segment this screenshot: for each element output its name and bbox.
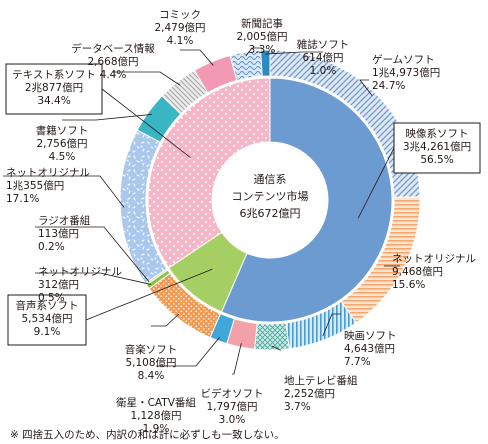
footnote: ※ 四捨五入のため、内訳の和は計に必ずしも一致しない。 xyxy=(10,428,285,441)
outer-label-3: 映画ソフト 4,643億円 7.7% xyxy=(344,330,397,368)
outer-label-8: ネットオリジナル 312億円 0.5% xyxy=(38,266,122,304)
outer-label-14: 新聞記事 2,005億円 3.3% xyxy=(236,17,287,56)
center-line-3: 6兆672億円 xyxy=(240,207,301,220)
outer-label-7: 音楽ソフト 5,108億円 8.4% xyxy=(125,343,178,382)
inner-leader-2 xyxy=(85,268,213,321)
outer-label-13: コミック 2,479億円 4.1% xyxy=(154,9,205,47)
outer-label-10: ネットオリジナル 1兆355億円 17.1% xyxy=(6,167,90,205)
outer-leader-10 xyxy=(3,175,125,208)
outer-leader-1 xyxy=(359,79,373,96)
outer-label-15: 雑誌ソフト 614億円 1.0% xyxy=(297,38,350,77)
center-line-1: 通信系 xyxy=(254,173,287,186)
outer-leader-14 xyxy=(245,47,262,57)
inner-label-2: 音声系ソフト 5,534億円 9.1% xyxy=(16,299,79,338)
outer-leader-6 xyxy=(156,336,221,367)
inner-leader-1 xyxy=(357,147,395,219)
outer-leader-5 xyxy=(232,343,242,375)
outer-leader-7 xyxy=(151,313,180,327)
inner-label-box-1 xyxy=(393,122,481,174)
outer-leader-9 xyxy=(35,226,150,283)
outer-label-12: データベース情報 2,668億円 4.4% xyxy=(71,42,155,81)
outer-label-2: ネットオリジナル 9,468億円 15.6% xyxy=(392,253,476,291)
outer-leader-3 xyxy=(322,313,341,337)
outer-slice-15 xyxy=(260,49,271,77)
outer-label-6: 衛星・CATV番組 1,128億円 1.9% xyxy=(116,396,196,435)
outer-label-4: 地上テレビ番組 2,252億円 3.7% xyxy=(284,374,358,413)
outer-leader-8 xyxy=(35,272,151,285)
outer-leader-13 xyxy=(180,49,214,66)
inner-slice-1 xyxy=(220,77,393,323)
center-line-2: コンテンツ市場 xyxy=(232,189,309,203)
outer-label-9: ラジオ番組 113億円 0.2% xyxy=(38,214,91,253)
inner-label-3: テキスト系ソフト 2兆877億円 34.4% xyxy=(12,69,96,107)
outer-leader-4 xyxy=(271,345,281,351)
inner-leader-3 xyxy=(101,88,191,158)
inner-label-box-2 xyxy=(7,294,87,346)
outer-leader-11 xyxy=(62,114,152,121)
outer-label-11: 書籍ソフト 2,756億円 4.5% xyxy=(36,124,89,163)
outer-label-5: ビデオソフト 1,797億円 3.0% xyxy=(201,387,264,426)
inner-label-box-3 xyxy=(5,63,103,115)
outer-leader-15 xyxy=(265,51,323,55)
inner-label-1: 映像系ソフト 3兆4,261億円 56.5% xyxy=(403,128,471,166)
inner-slice-3 xyxy=(147,77,271,269)
outer-leader-12 xyxy=(113,71,181,86)
outer-label-1: ゲームソフト 1兆4,973億円 24.7% xyxy=(372,54,440,92)
